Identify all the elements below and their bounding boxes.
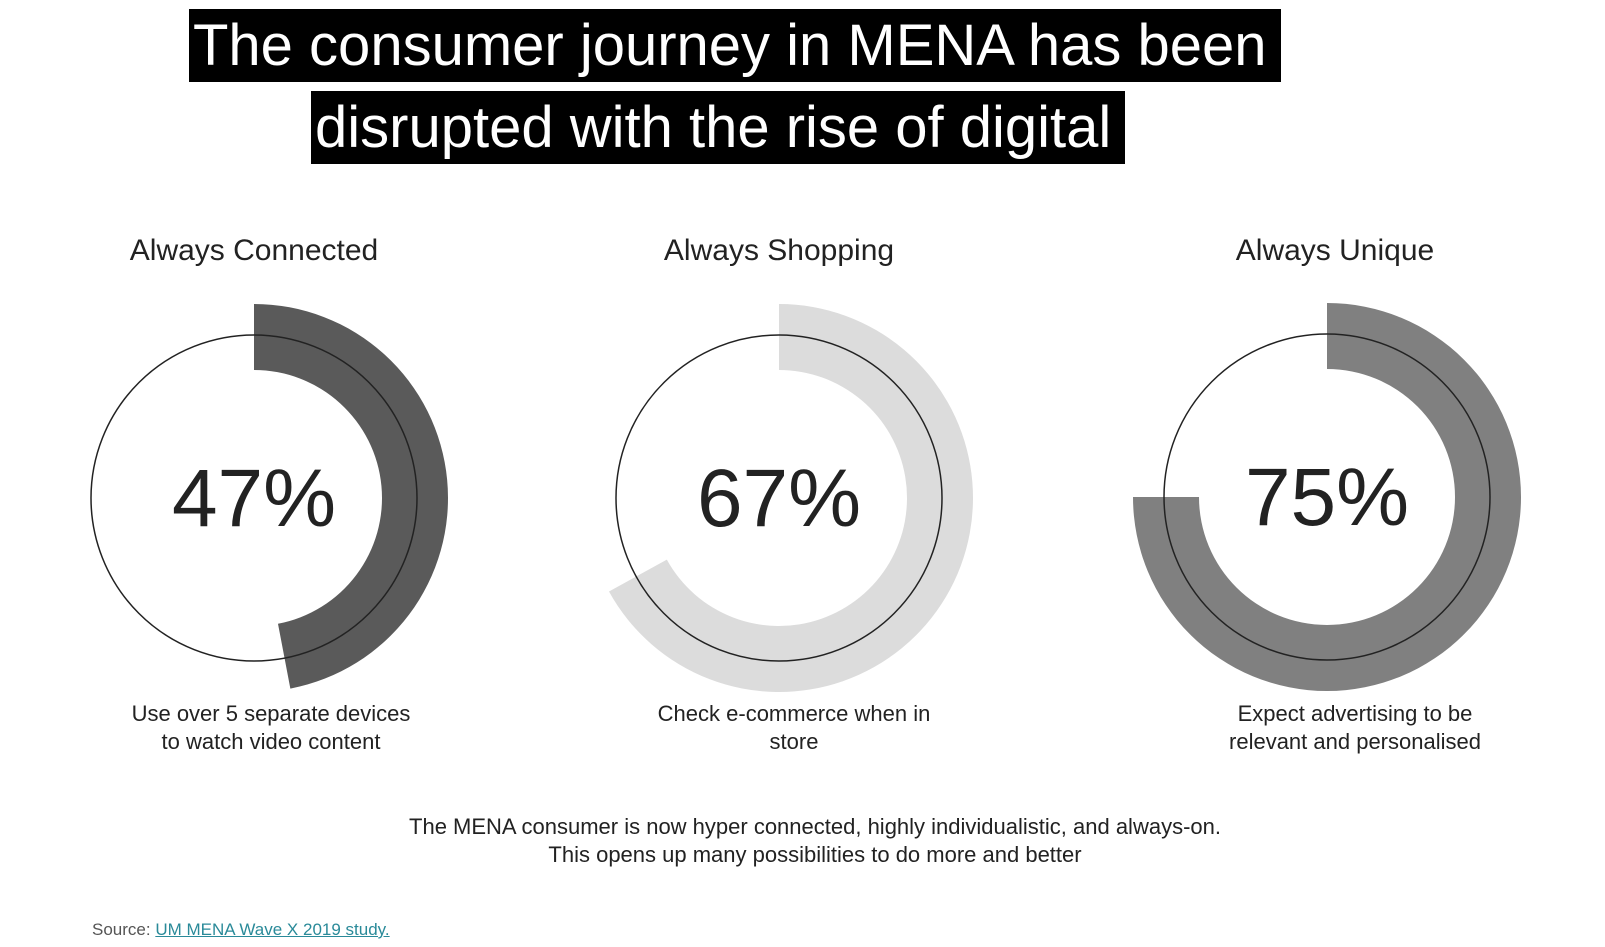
chart-caption-shopping: Check e-commerce when in store [657, 701, 931, 754]
headline-line-2: disrupted with the rise of digital [311, 91, 1126, 164]
outline-circle [90, 334, 418, 662]
source-link[interactable]: UM MENA Wave X 2019 study. [155, 920, 390, 939]
outline-circle [615, 334, 943, 662]
percentage-label: 47% [172, 453, 336, 544]
percentage-label: 75% [1245, 452, 1409, 543]
chart-title-connected: Always Connected [129, 234, 379, 267]
progress-arc [254, 304, 448, 689]
chart-title-unique: Always Unique [1235, 234, 1435, 267]
chart-caption-unique: Expect advertising to be relevant and pe… [1229, 701, 1481, 754]
summary-text: The MENA consumer is now hyper connected… [409, 814, 1221, 867]
chart-caption-connected: Use over 5 separate devices to watch vid… [131, 701, 411, 754]
headline-line-1: The consumer journey in MENA has been [189, 9, 1281, 82]
progress-arc [1133, 303, 1521, 691]
progress-arc [608, 304, 973, 693]
source-prefix: Source: [92, 920, 151, 939]
chart-title-shopping: Always Shopping [663, 234, 895, 267]
outline-circle [1163, 333, 1491, 661]
percentage-label: 67% [697, 453, 861, 544]
source-line: Source: UM MENA Wave X 2019 study. [92, 920, 390, 940]
